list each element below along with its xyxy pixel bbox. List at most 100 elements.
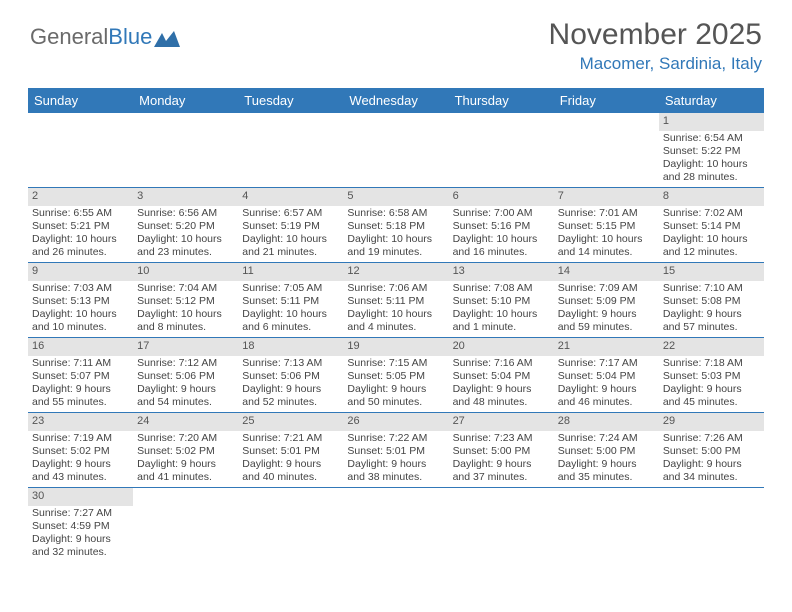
- day-cell: 15Sunrise: 7:10 AMSunset: 5:08 PMDayligh…: [659, 263, 764, 337]
- day-number: 18: [238, 338, 343, 356]
- day-cell: 10Sunrise: 7:04 AMSunset: 5:12 PMDayligh…: [133, 263, 238, 337]
- day-details: Sunrise: 7:27 AMSunset: 4:59 PMDaylight:…: [28, 506, 133, 562]
- day-line-dl2: and 38 minutes.: [347, 471, 444, 484]
- day-details: Sunrise: 7:02 AMSunset: 5:14 PMDaylight:…: [659, 206, 764, 262]
- day-line-sr: Sunrise: 7:22 AM: [347, 432, 444, 445]
- day-line-ss: Sunset: 5:15 PM: [558, 220, 655, 233]
- day-line-dl1: Daylight: 9 hours: [453, 458, 550, 471]
- day-line-dl1: Daylight: 10 hours: [242, 308, 339, 321]
- day-line-dl2: and 59 minutes.: [558, 321, 655, 334]
- day-number: 16: [28, 338, 133, 356]
- empty-cell: [343, 113, 448, 187]
- day-cell: 28Sunrise: 7:24 AMSunset: 5:00 PMDayligh…: [554, 413, 659, 487]
- day-cell: 5Sunrise: 6:58 AMSunset: 5:18 PMDaylight…: [343, 188, 448, 262]
- day-line-ss: Sunset: 5:00 PM: [558, 445, 655, 458]
- day-line-dl2: and 19 minutes.: [347, 246, 444, 259]
- day-cell: 20Sunrise: 7:16 AMSunset: 5:04 PMDayligh…: [449, 338, 554, 412]
- day-line-dl1: Daylight: 9 hours: [347, 383, 444, 396]
- day-cell: 11Sunrise: 7:05 AMSunset: 5:11 PMDayligh…: [238, 263, 343, 337]
- day-number: 19: [343, 338, 448, 356]
- day-line-ss: Sunset: 5:11 PM: [347, 295, 444, 308]
- day-number: 8: [659, 188, 764, 206]
- day-line-dl1: Daylight: 10 hours: [32, 308, 129, 321]
- day-line-ss: Sunset: 5:04 PM: [558, 370, 655, 383]
- day-number: 22: [659, 338, 764, 356]
- day-details: Sunrise: 7:19 AMSunset: 5:02 PMDaylight:…: [28, 431, 133, 487]
- day-line-sr: Sunrise: 7:24 AM: [558, 432, 655, 445]
- location-label: Macomer, Sardinia, Italy: [549, 54, 762, 74]
- day-number: 5: [343, 188, 448, 206]
- day-line-dl2: and 10 minutes.: [32, 321, 129, 334]
- day-details: Sunrise: 7:09 AMSunset: 5:09 PMDaylight:…: [554, 281, 659, 337]
- day-details: Sunrise: 7:00 AMSunset: 5:16 PMDaylight:…: [449, 206, 554, 262]
- day-line-ss: Sunset: 5:00 PM: [663, 445, 760, 458]
- header: GeneralBlue November 2025 Macomer, Sardi…: [0, 0, 792, 80]
- day-number: 23: [28, 413, 133, 431]
- day-number: 26: [343, 413, 448, 431]
- day-line-ss: Sunset: 5:11 PM: [242, 295, 339, 308]
- week-row: 9Sunrise: 7:03 AMSunset: 5:13 PMDaylight…: [28, 263, 764, 338]
- day-details: Sunrise: 7:13 AMSunset: 5:06 PMDaylight:…: [238, 356, 343, 412]
- day-line-ss: Sunset: 5:22 PM: [663, 145, 760, 158]
- day-line-dl2: and 16 minutes.: [453, 246, 550, 259]
- day-line-dl2: and 35 minutes.: [558, 471, 655, 484]
- logo: GeneralBlue: [30, 24, 180, 50]
- day-line-ss: Sunset: 5:14 PM: [663, 220, 760, 233]
- day-line-sr: Sunrise: 6:54 AM: [663, 132, 760, 145]
- day-line-dl2: and 32 minutes.: [32, 546, 129, 559]
- day-line-dl1: Daylight: 10 hours: [558, 233, 655, 246]
- day-details: Sunrise: 7:04 AMSunset: 5:12 PMDaylight:…: [133, 281, 238, 337]
- day-line-sr: Sunrise: 7:03 AM: [32, 282, 129, 295]
- day-line-dl1: Daylight: 10 hours: [242, 233, 339, 246]
- day-line-dl1: Daylight: 10 hours: [137, 233, 234, 246]
- day-line-dl1: Daylight: 9 hours: [32, 533, 129, 546]
- day-line-dl1: Daylight: 9 hours: [137, 383, 234, 396]
- empty-cell: [449, 113, 554, 187]
- day-number: 12: [343, 263, 448, 281]
- day-cell: 29Sunrise: 7:26 AMSunset: 5:00 PMDayligh…: [659, 413, 764, 487]
- day-line-dl1: Daylight: 10 hours: [32, 233, 129, 246]
- day-details: Sunrise: 7:22 AMSunset: 5:01 PMDaylight:…: [343, 431, 448, 487]
- day-line-dl1: Daylight: 9 hours: [242, 383, 339, 396]
- day-line-dl2: and 6 minutes.: [242, 321, 339, 334]
- day-number: 24: [133, 413, 238, 431]
- day-line-dl2: and 37 minutes.: [453, 471, 550, 484]
- day-line-sr: Sunrise: 7:02 AM: [663, 207, 760, 220]
- day-line-sr: Sunrise: 7:13 AM: [242, 357, 339, 370]
- day-line-dl1: Daylight: 9 hours: [32, 383, 129, 396]
- day-line-dl2: and 34 minutes.: [663, 471, 760, 484]
- day-line-ss: Sunset: 5:07 PM: [32, 370, 129, 383]
- day-line-dl1: Daylight: 10 hours: [453, 308, 550, 321]
- day-cell: 3Sunrise: 6:56 AMSunset: 5:20 PMDaylight…: [133, 188, 238, 262]
- day-line-dl2: and 28 minutes.: [663, 171, 760, 184]
- day-line-sr: Sunrise: 7:05 AM: [242, 282, 339, 295]
- day-cell: 2Sunrise: 6:55 AMSunset: 5:21 PMDaylight…: [28, 188, 133, 262]
- day-line-sr: Sunrise: 7:16 AM: [453, 357, 550, 370]
- day-line-dl1: Daylight: 9 hours: [347, 458, 444, 471]
- dayhead-wednesday: Wednesday: [343, 89, 448, 113]
- day-line-dl1: Daylight: 10 hours: [453, 233, 550, 246]
- day-line-dl2: and 21 minutes.: [242, 246, 339, 259]
- day-line-dl1: Daylight: 9 hours: [242, 458, 339, 471]
- day-line-dl1: Daylight: 9 hours: [558, 308, 655, 321]
- day-cell: 16Sunrise: 7:11 AMSunset: 5:07 PMDayligh…: [28, 338, 133, 412]
- day-line-sr: Sunrise: 7:09 AM: [558, 282, 655, 295]
- day-line-dl2: and 57 minutes.: [663, 321, 760, 334]
- day-line-dl1: Daylight: 9 hours: [558, 383, 655, 396]
- week-row: 1Sunrise: 6:54 AMSunset: 5:22 PMDaylight…: [28, 113, 764, 188]
- empty-cell: [449, 488, 554, 562]
- flag-icon: [154, 29, 180, 47]
- empty-cell: [659, 488, 764, 562]
- day-line-dl1: Daylight: 9 hours: [137, 458, 234, 471]
- day-line-dl2: and 43 minutes.: [32, 471, 129, 484]
- page-title: November 2025: [549, 18, 762, 52]
- day-line-sr: Sunrise: 7:04 AM: [137, 282, 234, 295]
- day-line-sr: Sunrise: 7:19 AM: [32, 432, 129, 445]
- day-line-sr: Sunrise: 7:08 AM: [453, 282, 550, 295]
- day-cell: 7Sunrise: 7:01 AMSunset: 5:15 PMDaylight…: [554, 188, 659, 262]
- day-details: Sunrise: 7:16 AMSunset: 5:04 PMDaylight:…: [449, 356, 554, 412]
- weeks-container: 1Sunrise: 6:54 AMSunset: 5:22 PMDaylight…: [28, 113, 764, 562]
- day-line-ss: Sunset: 5:20 PM: [137, 220, 234, 233]
- day-details: Sunrise: 7:08 AMSunset: 5:10 PMDaylight:…: [449, 281, 554, 337]
- day-line-dl2: and 23 minutes.: [137, 246, 234, 259]
